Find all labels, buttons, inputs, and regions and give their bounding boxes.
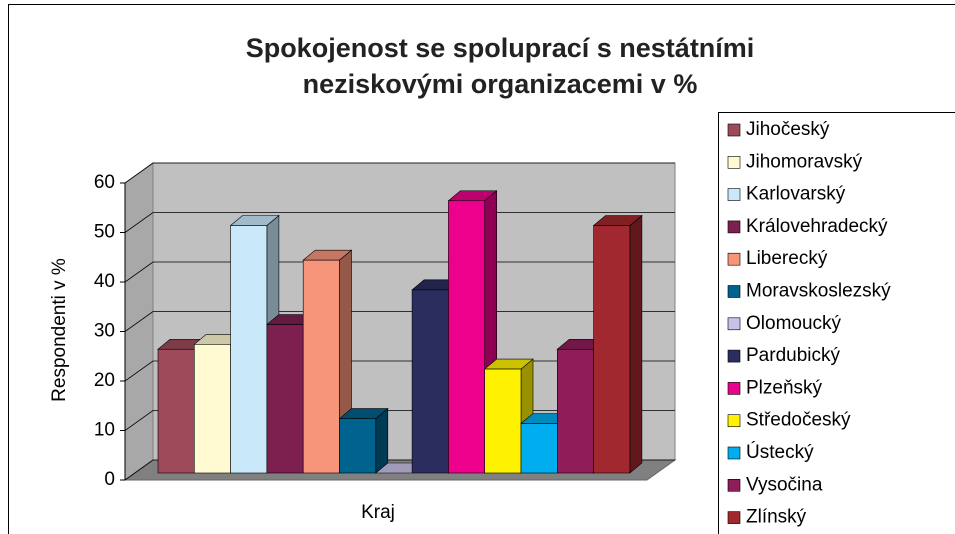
y-tick-label: 60 — [94, 172, 115, 193]
grid-line — [124, 311, 675, 332]
bar — [448, 200, 485, 474]
y-tick-label: 10 — [94, 420, 115, 441]
legend-swatch — [727, 511, 741, 524]
y-tick-label: 0 — [104, 469, 115, 490]
legend-swatch — [727, 446, 741, 460]
legend-label: Plzeňský — [746, 377, 823, 398]
legend-label: Moravskoslezský — [746, 281, 891, 302]
bar-side — [375, 407, 389, 474]
bar — [411, 289, 449, 474]
legend-swatch — [727, 478, 741, 492]
grid-line — [124, 212, 675, 233]
bar — [520, 423, 558, 474]
legend-swatch — [727, 285, 741, 298]
bar — [339, 418, 377, 474]
legend-label: Ústecký — [746, 441, 814, 463]
y-axis-label: Respondenti v % — [49, 258, 70, 402]
legend-swatch — [727, 123, 741, 137]
legend-label: Karlovarský — [746, 184, 846, 205]
bar — [484, 368, 522, 474]
legend-swatch — [727, 349, 741, 363]
legend-label: Zlínský — [746, 507, 807, 528]
legend-swatch — [727, 414, 741, 428]
bar — [302, 259, 340, 474]
y-tick-label: 20 — [94, 370, 115, 391]
y-tick-label: 50 — [94, 222, 115, 243]
chart-title: Spokojenost se spoluprací s nestátními n… — [245, 33, 755, 99]
y-tick-label: 40 — [94, 271, 115, 292]
legend-swatch — [727, 188, 741, 201]
legend-label: Středočeský — [746, 410, 851, 431]
legend-swatch — [727, 220, 741, 234]
bar — [230, 225, 268, 474]
x-tick-label: Kraj — [361, 502, 395, 523]
legend-label: Liberecký — [746, 248, 828, 269]
legend-swatch — [727, 382, 741, 395]
bar-side — [629, 214, 643, 474]
bar — [593, 225, 631, 474]
grid-line — [124, 162, 675, 184]
bar — [266, 324, 304, 474]
legend-label: Jihočeský — [746, 119, 830, 140]
legend-label: Jihomoravský — [746, 151, 863, 172]
legend-label: Vysočina — [746, 474, 823, 495]
bar — [194, 343, 231, 474]
bar — [556, 348, 594, 474]
legend-label: Olomoucký — [746, 313, 842, 334]
y-tick-label: 30 — [94, 321, 115, 342]
legend-label: Pardubický — [746, 345, 840, 366]
legend-box — [718, 112, 955, 534]
legend-swatch — [727, 156, 741, 169]
bar — [157, 348, 195, 474]
legend-swatch — [727, 317, 741, 331]
legend-label: Královehradecký — [746, 216, 888, 237]
legend-swatch — [727, 252, 741, 266]
grid-line — [124, 261, 675, 283]
